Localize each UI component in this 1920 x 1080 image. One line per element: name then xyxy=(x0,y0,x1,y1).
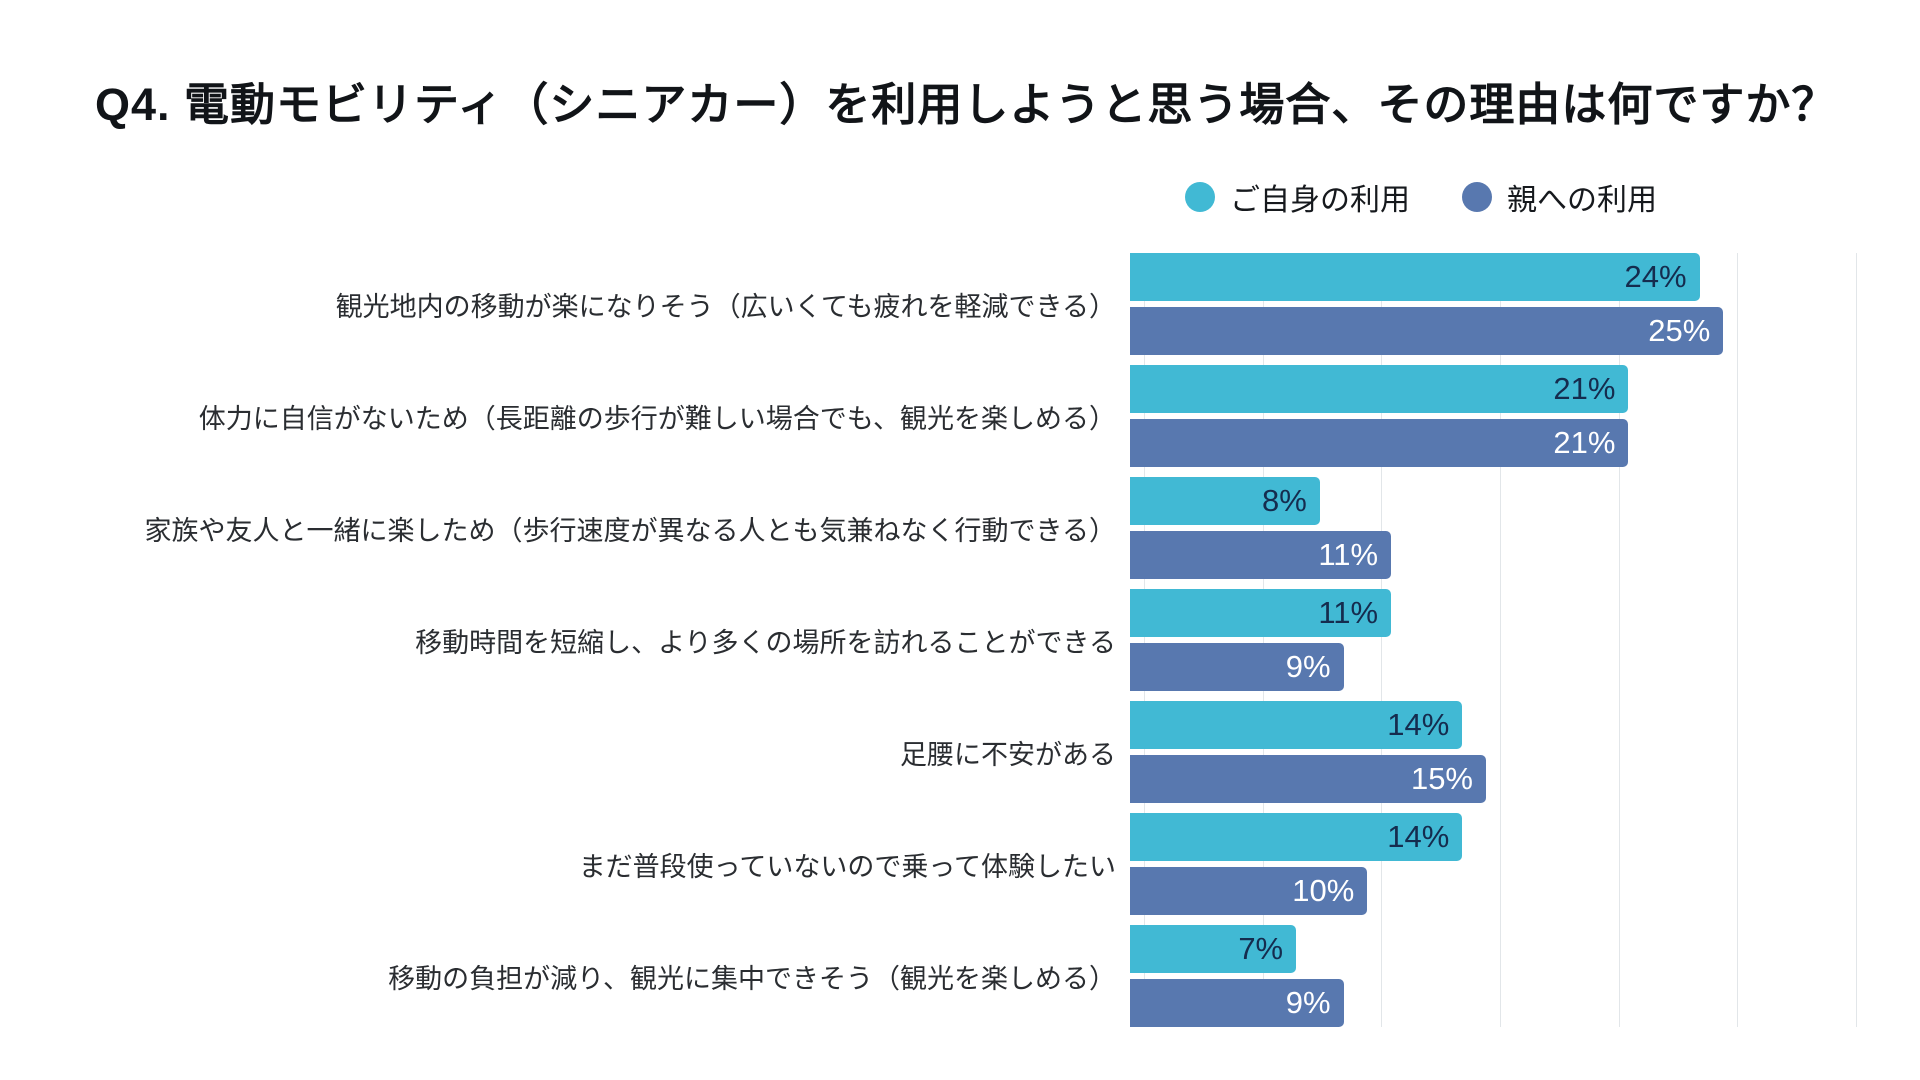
bar-parent-use: 25% xyxy=(1130,307,1724,355)
bar-parent-use: 10% xyxy=(1130,867,1368,915)
chart-row: 足腰に不安がある 14% 15% xyxy=(40,701,1856,803)
bar-pair: 14% 10% xyxy=(1130,813,1842,915)
bar-value-label: 9% xyxy=(1285,649,1331,684)
gridline-25 xyxy=(1737,253,1739,1027)
bar-value-label: 11% xyxy=(1318,595,1379,630)
bar-value-label: 25% xyxy=(1648,313,1711,348)
bar-value-label: 21% xyxy=(1553,425,1616,460)
bar-self-use: 14% xyxy=(1130,701,1463,749)
bar-parent-use: 9% xyxy=(1130,643,1344,691)
chart-row: 移動の負担が減り、観光に集中できそう（観光を楽しめる） 7% 9% xyxy=(40,925,1856,1027)
gridline-10 xyxy=(1381,253,1383,1027)
bar-pair: 14% 15% xyxy=(1130,701,1842,803)
bar-value-label: 24% xyxy=(1624,259,1687,294)
bar-value-label: 11% xyxy=(1318,537,1379,572)
legend-dot-parent-use-icon xyxy=(1462,182,1492,212)
bar-pair: 11% 9% xyxy=(1130,589,1842,691)
bar-self-use: 11% xyxy=(1130,589,1392,637)
bar-value-label: 15% xyxy=(1410,761,1473,796)
chart-row: 観光地内の移動が楽になりそう（広いくても疲れを軽減できる） 24% 25% xyxy=(40,253,1856,355)
bar-self-use: 8% xyxy=(1130,477,1320,525)
bar-value-label: 14% xyxy=(1387,819,1450,854)
bar-pair: 24% 25% xyxy=(1130,253,1842,355)
category-label: まだ普段使っていないので乗って体験したい xyxy=(578,851,1116,882)
legend-item-parent-use: 親への利用 xyxy=(1462,175,1657,219)
chart-row: まだ普段使っていないので乗って体験したい 14% 10% xyxy=(40,813,1856,915)
bar-pair: 21% 21% xyxy=(1130,365,1842,467)
bar-parent-use: 15% xyxy=(1130,755,1486,803)
category-label: 体力に自信がないため（長距離の歩行が難しい場合でも、観光を楽しめる） xyxy=(198,403,1116,434)
gridline-15 xyxy=(1500,253,1501,1027)
chart-row: 移動時間を短縮し、より多くの場所を訪れることができる 11% 9% xyxy=(40,589,1856,691)
category-label: 移動の負担が減り、観光に集中できそう（観光を楽しめる） xyxy=(388,963,1116,994)
bar-parent-use: 21% xyxy=(1130,419,1629,467)
category-label: 足腰に不安がある xyxy=(900,739,1116,770)
bar-value-label: 9% xyxy=(1285,985,1331,1020)
legend-label-self-use: ご自身の利用 xyxy=(1230,184,1410,217)
category-label: 移動時間を短縮し、より多くの場所を訪れることができる xyxy=(415,627,1116,658)
bar-parent-use: 11% xyxy=(1130,531,1392,579)
bar-value-label: 14% xyxy=(1387,707,1450,742)
legend: ご自身の利用 親への利用 xyxy=(1185,174,1657,220)
bar-self-use: 21% xyxy=(1130,365,1629,413)
bar-value-label: 10% xyxy=(1292,873,1355,908)
bar-chart: 観光地内の移動が楽になりそう（広いくても疲れを軽減できる） 24% 25% 体力に自信… xyxy=(40,253,1856,1037)
bar-self-use: 24% xyxy=(1130,253,1700,301)
gridline-30 xyxy=(1856,253,1857,1027)
bar-value-label: 21% xyxy=(1553,371,1616,406)
legend-dot-self-use-icon xyxy=(1185,182,1215,212)
category-label: 家族や友人と一緒に楽しため（歩行速度が異なる人とも気兼ねなく行動できる） xyxy=(144,515,1116,546)
chart-row: 家族や友人と一緒に楽しため（歩行速度が異なる人とも気兼ねなく行動できる） 8% 11… xyxy=(40,477,1856,579)
plot-area xyxy=(1144,253,1857,1027)
legend-label-parent-use: 親への利用 xyxy=(1507,184,1657,217)
chart-row: 体力に自信がないため（長距離の歩行が難しい場合でも、観光を楽しめる） 21% 21% xyxy=(40,365,1856,467)
bar-value-label: 8% xyxy=(1262,483,1307,518)
bar-pair: 7% 9% xyxy=(1130,925,1842,1027)
chart-title: Q4. 電動モビリティ（シニアカー）を利用しようと思う場合、その理由は何ですか？ xyxy=(95,79,1838,130)
bar-self-use: 7% xyxy=(1130,925,1297,973)
bar-value-label: 7% xyxy=(1238,931,1284,966)
gridline-20 xyxy=(1618,253,1620,1027)
gridline-0 xyxy=(1144,253,1145,1027)
bar-self-use: 14% xyxy=(1130,813,1463,861)
gridline-5 xyxy=(1262,253,1264,1027)
category-label: 観光地内の移動が楽になりそう（広いくても疲れを軽減できる） xyxy=(335,291,1116,322)
bar-pair: 8% 11% xyxy=(1130,477,1842,579)
bar-parent-use: 9% xyxy=(1130,979,1344,1027)
legend-item-self-use: ご自身の利用 xyxy=(1185,175,1410,219)
